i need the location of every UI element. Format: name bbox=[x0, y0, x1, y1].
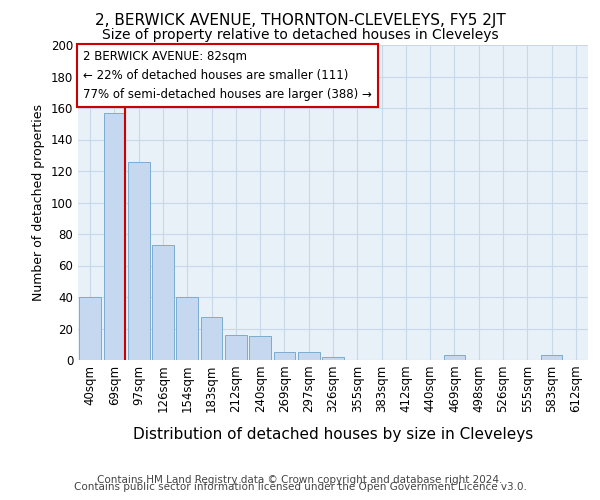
Text: Distribution of detached houses by size in Cleveleys: Distribution of detached houses by size … bbox=[133, 428, 533, 442]
Bar bbox=[225, 335, 247, 360]
Y-axis label: Number of detached properties: Number of detached properties bbox=[32, 104, 45, 301]
Bar bbox=[322, 357, 344, 360]
Bar bbox=[79, 297, 101, 360]
Text: 2 BERWICK AVENUE: 82sqm
← 22% of detached houses are smaller (111)
77% of semi-d: 2 BERWICK AVENUE: 82sqm ← 22% of detache… bbox=[83, 50, 372, 100]
Text: 2, BERWICK AVENUE, THORNTON-CLEVELEYS, FY5 2JT: 2, BERWICK AVENUE, THORNTON-CLEVELEYS, F… bbox=[95, 12, 505, 28]
Bar bbox=[541, 356, 562, 360]
Text: Contains HM Land Registry data © Crown copyright and database right 2024.: Contains HM Land Registry data © Crown c… bbox=[97, 475, 503, 485]
Bar bbox=[443, 356, 466, 360]
Bar bbox=[128, 162, 149, 360]
Bar bbox=[274, 352, 295, 360]
Bar bbox=[298, 352, 320, 360]
Bar bbox=[152, 245, 174, 360]
Bar bbox=[249, 336, 271, 360]
Bar bbox=[104, 112, 125, 360]
Bar bbox=[200, 318, 223, 360]
Text: Size of property relative to detached houses in Cleveleys: Size of property relative to detached ho… bbox=[101, 28, 499, 42]
Bar bbox=[176, 297, 198, 360]
Text: Contains public sector information licensed under the Open Government Licence v3: Contains public sector information licen… bbox=[74, 482, 526, 492]
